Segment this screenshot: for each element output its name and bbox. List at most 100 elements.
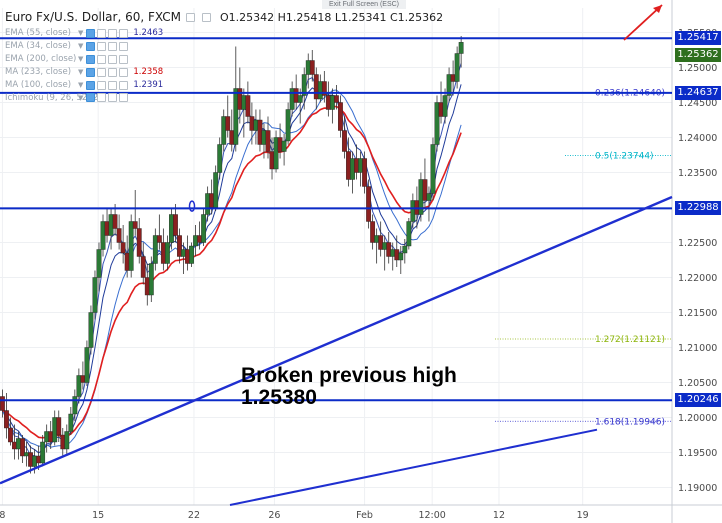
price-tick-label: 1.19500 bbox=[678, 448, 717, 459]
candle-body bbox=[221, 116, 227, 145]
candle-body bbox=[44, 431, 50, 443]
candle-body bbox=[301, 74, 307, 96]
candle-body bbox=[454, 53, 460, 82]
caret-down-icon[interactable]: ▼ bbox=[78, 55, 84, 64]
candle-body bbox=[434, 102, 440, 145]
candle-body bbox=[225, 116, 231, 131]
indicator-name: EMA (34, close) bbox=[5, 41, 71, 52]
price-tag: 1.24637 bbox=[675, 85, 721, 100]
visibility-toggle-icon[interactable] bbox=[185, 12, 195, 22]
candle-body bbox=[358, 158, 363, 173]
candle-body bbox=[277, 137, 283, 152]
close-icon[interactable] bbox=[108, 67, 118, 77]
candle-body bbox=[253, 119, 259, 131]
settings-icon[interactable] bbox=[201, 12, 211, 22]
exit-fullscreen-button[interactable]: Exit Full Screen (ESC) bbox=[322, 0, 406, 9]
caret-down-icon[interactable]: ▼ bbox=[78, 29, 84, 38]
close-icon[interactable] bbox=[108, 80, 118, 90]
candle-body bbox=[281, 140, 287, 152]
candle-body bbox=[438, 102, 444, 117]
candle-body bbox=[382, 242, 388, 250]
close-icon[interactable] bbox=[108, 54, 118, 64]
symbol-row: Euro Fx/U.S. Dollar, 60, FXCM O1.25342 H… bbox=[5, 10, 443, 24]
candle-body bbox=[92, 277, 98, 313]
eye-icon[interactable] bbox=[86, 28, 96, 38]
candle-body bbox=[156, 235, 162, 243]
indicator-row[interactable]: Ichimoku (9, 26, 52, 26) ▼ bbox=[5, 91, 443, 104]
candle-body bbox=[390, 249, 396, 257]
eye-icon[interactable] bbox=[86, 41, 96, 51]
indicator-name: Ichimoku (9, 26, 52, 26) bbox=[5, 92, 107, 103]
eye-icon[interactable] bbox=[86, 54, 96, 64]
candle-body bbox=[185, 249, 190, 264]
grid-lines bbox=[0, 8, 672, 505]
candle-body bbox=[450, 74, 456, 82]
candle-body bbox=[120, 242, 126, 254]
more-icon[interactable] bbox=[119, 80, 129, 90]
candle-body bbox=[245, 95, 251, 117]
price-tick-label: 1.25000 bbox=[678, 63, 717, 74]
eye-icon[interactable] bbox=[86, 93, 96, 103]
candle-body bbox=[160, 242, 166, 264]
caret-down-icon[interactable]: ▼ bbox=[78, 68, 84, 77]
price-tag: 1.20246 bbox=[675, 393, 721, 408]
indicator-row[interactable]: MA (233, close) ▼ 1.2358 bbox=[5, 66, 443, 79]
caret-down-icon[interactable]: ▼ bbox=[78, 93, 84, 102]
close-icon[interactable] bbox=[108, 93, 118, 103]
indicator-name: EMA (200, close) bbox=[5, 54, 77, 65]
close-icon[interactable] bbox=[108, 28, 118, 38]
close-icon[interactable] bbox=[108, 41, 118, 51]
more-icon[interactable] bbox=[119, 93, 129, 103]
indicator-row[interactable]: EMA (55, close) ▼ 1.2463 bbox=[5, 27, 443, 40]
settings-icon[interactable] bbox=[97, 54, 107, 64]
fib-level-label: 1.618(1.19946) bbox=[595, 417, 665, 427]
candle-body bbox=[28, 452, 33, 467]
settings-icon[interactable] bbox=[97, 28, 107, 38]
candle-body bbox=[213, 172, 219, 208]
candle-body bbox=[402, 245, 408, 254]
settings-icon[interactable] bbox=[97, 67, 107, 77]
candle-body bbox=[0, 396, 5, 411]
time-axis[interactable]: 8 15 22 26 Feb 12:00 12 19 bbox=[0, 504, 722, 521]
candle-body bbox=[229, 130, 235, 145]
indicator-row[interactable]: EMA (200, close) ▼ bbox=[5, 53, 443, 66]
caret-down-icon[interactable]: ▼ bbox=[78, 81, 84, 89]
candle-body bbox=[64, 431, 70, 450]
eye-icon[interactable] bbox=[86, 80, 96, 90]
trend-lines[interactable] bbox=[0, 4, 673, 506]
caret-down-icon[interactable]: ▼ bbox=[78, 42, 84, 51]
horizontal-levels[interactable] bbox=[0, 37, 672, 402]
indicator-name: MA (233, close) bbox=[5, 67, 72, 78]
candle-body bbox=[422, 179, 428, 201]
time-tick-label: 15 bbox=[92, 510, 104, 521]
indicator-row[interactable]: MA (100, close) ▼ 1.2391 bbox=[5, 79, 443, 92]
candle-body bbox=[52, 417, 58, 443]
candle-body bbox=[374, 235, 380, 243]
trend-line-lower bbox=[0, 195, 673, 485]
settings-icon[interactable] bbox=[97, 41, 107, 51]
more-icon[interactable] bbox=[119, 28, 129, 38]
more-icon[interactable] bbox=[119, 67, 129, 77]
candle-body bbox=[233, 88, 239, 145]
ma-233-line bbox=[2, 105, 462, 439]
candle-body bbox=[193, 235, 198, 247]
candle-body bbox=[386, 242, 392, 257]
settings-icon[interactable] bbox=[97, 93, 107, 103]
settings-icon[interactable] bbox=[97, 80, 107, 90]
more-icon[interactable] bbox=[119, 54, 129, 64]
eye-icon[interactable] bbox=[86, 67, 96, 77]
price-tick-label: 1.22000 bbox=[678, 273, 717, 284]
candle-body bbox=[205, 193, 211, 215]
more-icon[interactable] bbox=[119, 41, 129, 51]
price-tag: 1.25362 bbox=[675, 48, 721, 63]
candle-body bbox=[124, 252, 130, 271]
time-tick-label: 12:00 bbox=[418, 510, 445, 521]
indicator-row[interactable]: EMA (34, close) ▼ bbox=[5, 40, 443, 53]
time-tick-label: 12 bbox=[493, 510, 505, 521]
candle-body bbox=[366, 186, 372, 222]
price-tag: 1.22988 bbox=[675, 201, 721, 216]
candle-body bbox=[136, 228, 142, 257]
candle-body bbox=[173, 214, 178, 236]
time-tick-label: 19 bbox=[577, 510, 589, 521]
